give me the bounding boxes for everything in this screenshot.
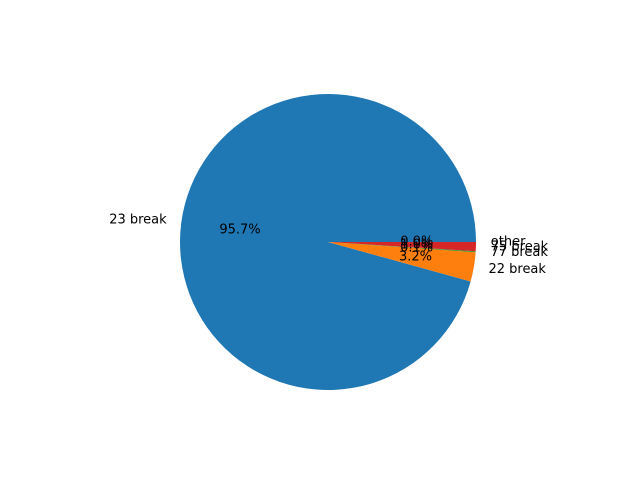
slice-3-label: 75 break [491, 240, 549, 255]
slice-0-label: 23 break [109, 213, 167, 228]
slice-2-label: 77 break [490, 245, 548, 260]
slice-4-percent-label: 0.0% [400, 235, 433, 250]
pie-labels: 23 break 95.7% 22 break 3.2% 77 break 0.1% 75 … [109, 213, 548, 277]
slice-3-percent-label: 1.0% [400, 237, 433, 252]
slice-2-percent-label: 0.1% [400, 240, 433, 255]
slice-2-wedge [328, 242, 476, 253]
slice-3-wedge [328, 242, 476, 252]
slice-1-wedge [328, 242, 476, 282]
slice-1-percent-label: 3.2% [399, 249, 432, 264]
pie-slices [180, 93, 476, 390]
slice-4-label: other [491, 235, 526, 250]
slice-1-label: 22 break [488, 262, 546, 277]
slice-0-percent-label: 95.7% [219, 223, 260, 238]
slice-0-wedge [180, 93, 476, 390]
